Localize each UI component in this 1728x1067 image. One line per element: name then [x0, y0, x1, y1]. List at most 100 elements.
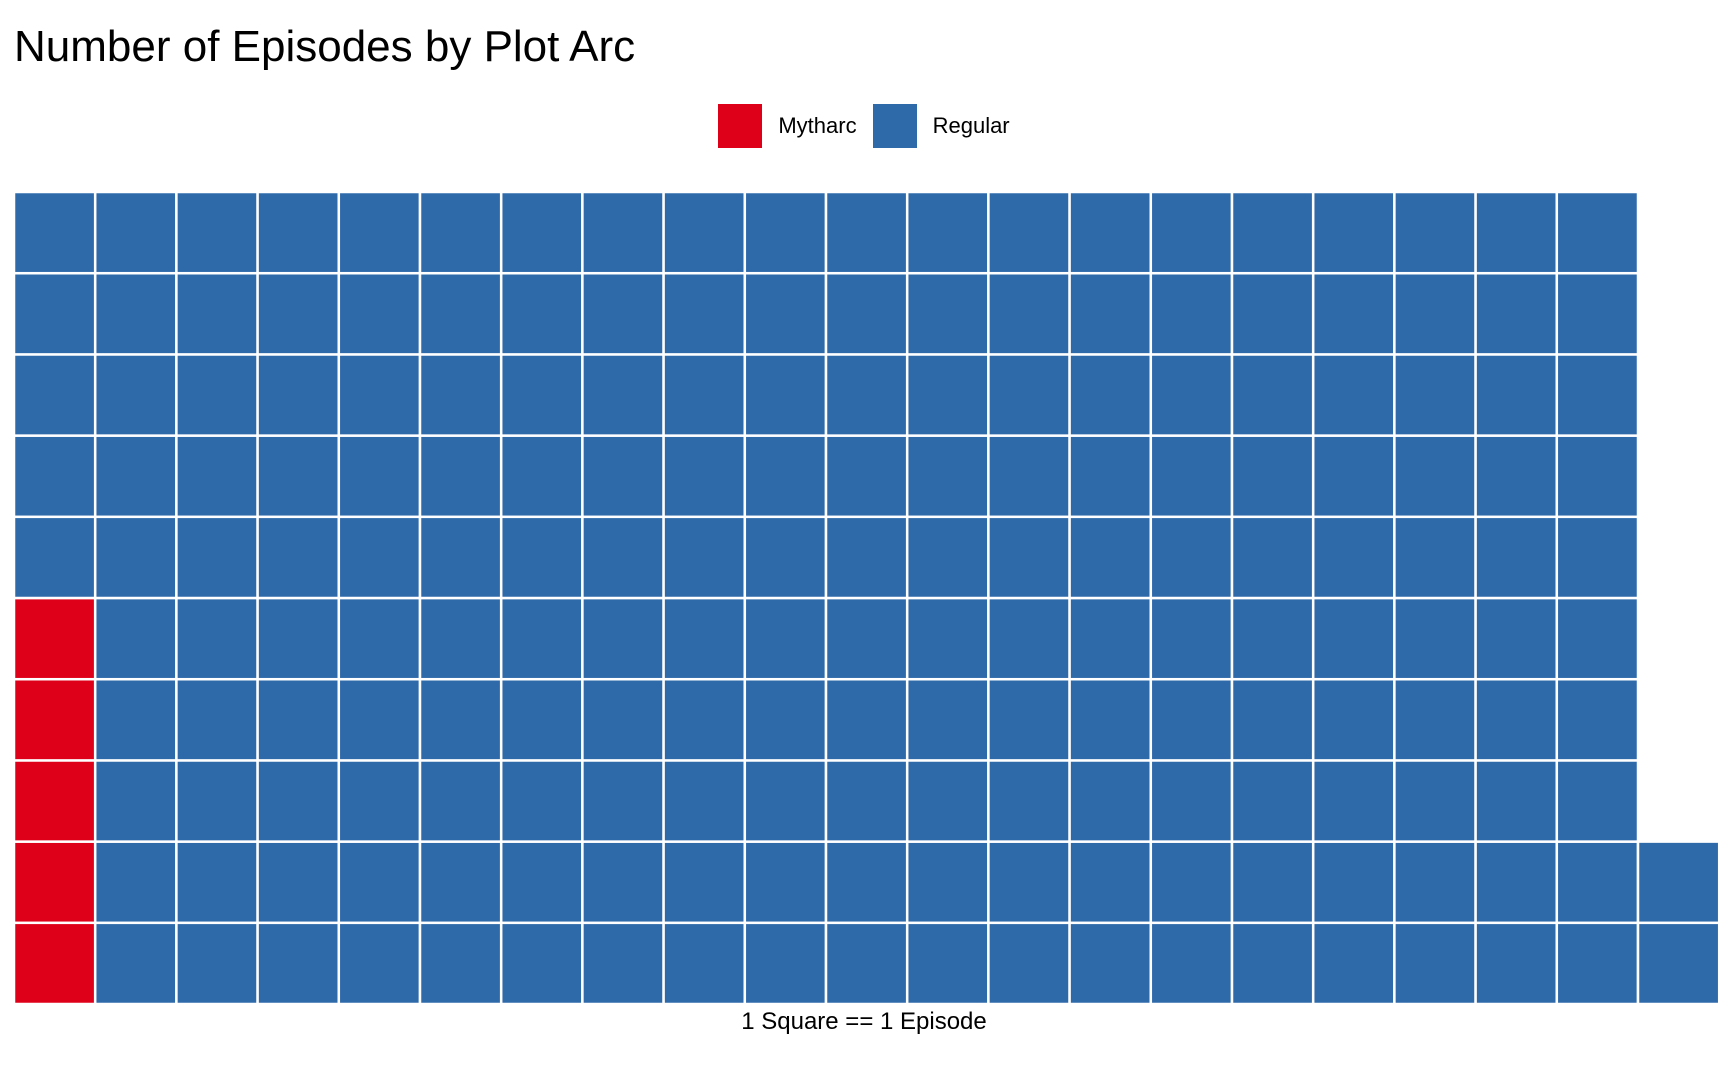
- waffle-square-regular: [1474, 840, 1559, 925]
- waffle-square-mytharc: [12, 840, 97, 925]
- waffle-square-regular: [499, 921, 584, 1006]
- waffle-square-regular: [1474, 677, 1559, 762]
- waffle-square-regular: [256, 921, 341, 1006]
- waffle-square-regular: [1068, 677, 1153, 762]
- waffle-square-regular: [1474, 596, 1559, 681]
- waffle-square-regular: [1068, 353, 1153, 437]
- waffle-square-regular: [987, 677, 1071, 762]
- waffle-square-regular: [1393, 596, 1477, 681]
- waffle-square-regular: [1230, 596, 1315, 681]
- waffle-square-regular: [743, 190, 828, 275]
- waffle-square-regular: [824, 515, 909, 600]
- waffle-square-mytharc: [12, 759, 97, 843]
- waffle-square-regular: [1068, 921, 1153, 1006]
- waffle-square-regular: [1393, 921, 1477, 1006]
- waffle-square-regular: [987, 271, 1071, 356]
- waffle-square-regular: [662, 353, 747, 437]
- waffle-square-regular: [987, 596, 1071, 681]
- waffle-square-regular: [1311, 596, 1396, 681]
- legend-swatch-regular: [872, 104, 917, 148]
- waffle-square-regular: [499, 515, 584, 600]
- chart-title: Number of Episodes by Plot Arc: [14, 22, 636, 71]
- waffle-square-regular: [824, 677, 909, 762]
- waffle-square-regular: [1393, 759, 1477, 843]
- waffle-square-regular: [824, 596, 909, 681]
- waffle-square-regular: [1474, 271, 1559, 356]
- waffle-square-regular: [1068, 434, 1153, 519]
- legend-swatch-mytharc: [718, 104, 763, 148]
- waffle-square-regular: [662, 840, 747, 925]
- waffle-square-regular: [93, 271, 178, 356]
- waffle-square-regular: [499, 190, 584, 275]
- waffle-square-regular: [93, 840, 178, 925]
- waffle-square-regular: [1149, 190, 1234, 275]
- waffle-square-regular: [1230, 271, 1315, 356]
- waffle-square-regular: [1230, 759, 1315, 843]
- waffle-square-regular: [1149, 271, 1234, 356]
- waffle-square-regular: [987, 840, 1071, 925]
- waffle-square-regular: [337, 190, 422, 275]
- waffle-square-regular: [418, 759, 503, 843]
- waffle-square-regular: [1393, 353, 1477, 437]
- waffle-square-regular: [175, 677, 259, 762]
- waffle-square-regular: [175, 921, 259, 1006]
- waffle-square-regular: [1474, 434, 1559, 519]
- waffle-square-regular: [93, 596, 178, 681]
- waffle-square-regular: [256, 190, 341, 275]
- chart-caption: 1 Square == 1 Episode: [741, 1008, 987, 1035]
- legend: Mytharc Regular: [0, 104, 1728, 148]
- waffle-square-regular: [175, 596, 259, 681]
- waffle-square-regular: [581, 271, 665, 356]
- waffle-square-regular: [93, 759, 178, 843]
- waffle-square-regular: [1311, 271, 1396, 356]
- waffle-square-regular: [824, 353, 909, 437]
- waffle-square-regular: [1393, 434, 1477, 519]
- waffle-square-regular: [1555, 353, 1640, 437]
- waffle-square-regular: [824, 271, 909, 356]
- waffle-square-regular: [824, 840, 909, 925]
- waffle-square-regular: [662, 190, 747, 275]
- waffle-square-regular: [743, 596, 828, 681]
- waffle-square-regular: [662, 921, 747, 1006]
- waffle-square-regular: [987, 921, 1071, 1006]
- waffle-square-regular: [93, 434, 178, 519]
- waffle-square-regular: [418, 677, 503, 762]
- waffle-square-regular: [743, 677, 828, 762]
- waffle-square-regular: [1311, 190, 1396, 275]
- legend-item-regular: Regular: [872, 104, 1010, 148]
- waffle-square-regular: [337, 434, 422, 519]
- waffle-square-regular: [256, 596, 341, 681]
- waffle-square-regular: [256, 759, 341, 843]
- waffle-square-regular: [905, 759, 990, 843]
- waffle-square-regular: [1555, 677, 1640, 762]
- waffle-square-mytharc: [12, 677, 97, 762]
- waffle-square-regular: [175, 840, 259, 925]
- waffle-square-regular: [418, 353, 503, 437]
- waffle-square-regular: [418, 271, 503, 356]
- waffle-square-regular: [256, 677, 341, 762]
- waffle-square-regular: [1311, 434, 1396, 519]
- waffle-square-regular: [905, 596, 990, 681]
- waffle-square-regular: [905, 921, 990, 1006]
- waffle-square-regular: [905, 353, 990, 437]
- waffle-square-regular: [1555, 271, 1640, 356]
- waffle-square-regular: [1149, 840, 1234, 925]
- waffle-square-regular: [987, 434, 1071, 519]
- waffle-square-regular: [93, 921, 178, 1006]
- waffle-square-regular: [175, 759, 259, 843]
- waffle-square-regular: [1311, 921, 1396, 1006]
- waffle-square-regular: [987, 759, 1071, 843]
- waffle-square-regular: [743, 353, 828, 437]
- waffle-square-regular: [824, 190, 909, 275]
- waffle-square-regular: [499, 434, 584, 519]
- waffle-square-regular: [418, 515, 503, 600]
- waffle-square-regular: [1636, 840, 1721, 925]
- waffle-square-regular: [256, 434, 341, 519]
- waffle-square-regular: [1474, 353, 1559, 437]
- waffle-square-regular: [1068, 840, 1153, 925]
- waffle-square-regular: [1149, 759, 1234, 843]
- waffle-square-regular: [499, 840, 584, 925]
- waffle-square-regular: [581, 759, 665, 843]
- waffle-square-regular: [418, 596, 503, 681]
